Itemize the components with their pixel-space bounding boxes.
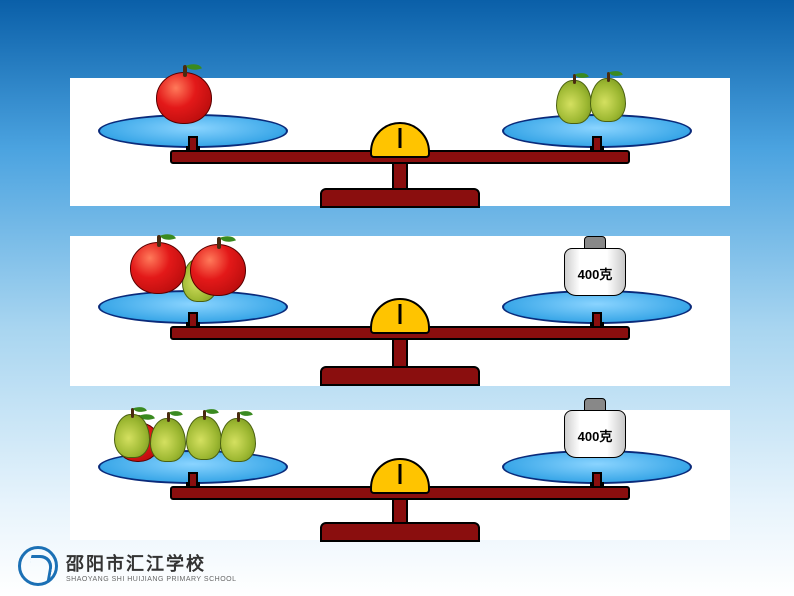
- base: [320, 188, 480, 208]
- pear-icon: [556, 80, 592, 124]
- panel-1: [70, 78, 730, 206]
- pear-icon: [220, 418, 256, 462]
- pear-icon: [150, 418, 186, 462]
- weight-icon: 400克: [564, 398, 626, 458]
- pear-icon: [186, 416, 222, 460]
- post: [392, 338, 408, 368]
- school-name-en: SHAOYANG SHI HUIJIANG PRIMARY SCHOOL: [66, 576, 236, 583]
- balance-scale-1: [70, 78, 730, 206]
- weight-label: 400克: [564, 264, 626, 283]
- post: [392, 498, 408, 524]
- fulcrum-dial: [370, 122, 430, 158]
- apple-icon: [130, 242, 186, 294]
- school-name-cn: 邵阳市汇江学校: [66, 550, 236, 576]
- weight-icon: 400克: [564, 236, 626, 296]
- panel-2: 400克: [70, 236, 730, 386]
- school-logo: 邵阳市汇江学校 SHAOYANG SHI HUIJIANG PRIMARY SC…: [18, 546, 236, 586]
- base: [320, 522, 480, 542]
- weight-label: 400克: [564, 426, 626, 445]
- panel-3: 400克: [70, 410, 730, 540]
- pear-icon: [590, 78, 626, 122]
- balance-scale-3: 400克: [70, 410, 730, 540]
- fulcrum-dial: [370, 298, 430, 334]
- balance-scale-2: 400克: [70, 236, 730, 386]
- post: [392, 162, 408, 190]
- apple-icon: [190, 244, 246, 296]
- fulcrum-dial: [370, 458, 430, 494]
- logo-badge-icon: [18, 546, 58, 586]
- pear-icon: [114, 414, 150, 458]
- base: [320, 366, 480, 386]
- logo-text: 邵阳市汇江学校 SHAOYANG SHI HUIJIANG PRIMARY SC…: [66, 550, 236, 583]
- apple-icon: [156, 72, 212, 124]
